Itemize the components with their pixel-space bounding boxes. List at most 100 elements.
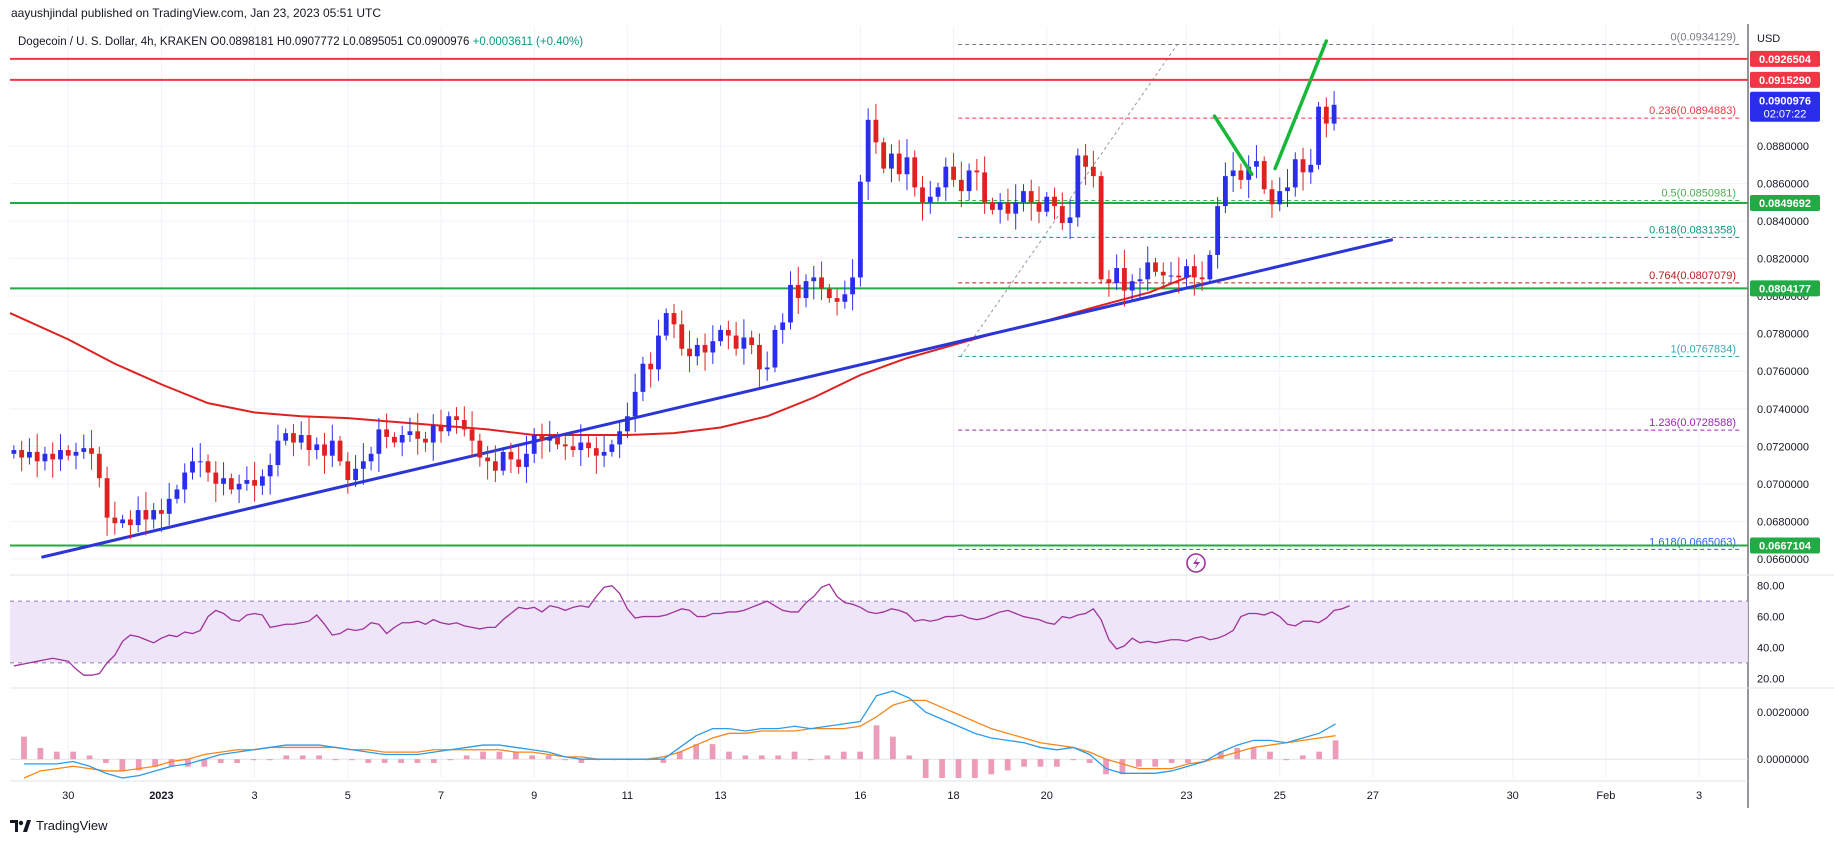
rsi-tick: 80.00 (1757, 581, 1785, 593)
candle (958, 179, 964, 192)
candle (795, 284, 801, 299)
candle (710, 341, 716, 353)
macd-histogram-bar (1250, 747, 1257, 760)
candle (640, 363, 646, 392)
macd-histogram-bar (1135, 759, 1142, 767)
candle (850, 277, 856, 295)
tradingview-logo-icon (10, 819, 31, 833)
macd-histogram-bar (349, 759, 355, 761)
price-badge-label: 0.0915290 (1759, 75, 1811, 87)
macd-histogram-bar (676, 751, 683, 760)
candle (609, 444, 615, 452)
projection-arrows[interactable] (1212, 39, 1329, 176)
candle (811, 277, 817, 282)
trendline[interactable] (41, 238, 1394, 559)
candle (989, 202, 995, 210)
candle (1323, 106, 1329, 124)
candle (1044, 196, 1050, 212)
candle (1145, 262, 1151, 280)
macd-histogram-bar (283, 755, 290, 760)
fib-level-label: 0.618(0.0831358) (1649, 224, 1736, 236)
price-badge (1750, 537, 1820, 554)
time-tick: 9 (531, 790, 537, 802)
candle (96, 453, 102, 479)
macd-histogram-bar (1168, 759, 1175, 763)
horizontal-levels[interactable] (10, 57, 1748, 547)
candle (656, 335, 661, 370)
candle (259, 476, 265, 486)
price-badge-label: 0.0804177 (1759, 283, 1811, 295)
candle (1285, 187, 1290, 192)
macd-histogram-bar (693, 744, 700, 760)
rsi-line (13, 583, 1350, 676)
symbol-legend[interactable]: Dogecoin / U. S. Dollar, 4h, KRAKEN O0.0… (18, 36, 583, 48)
candle (935, 187, 941, 197)
candle (159, 510, 164, 514)
candle (298, 435, 304, 443)
candle (485, 457, 491, 462)
projection-stroke (1212, 114, 1254, 176)
candle (601, 451, 607, 456)
macd-histogram-bar (53, 751, 60, 760)
candle (19, 450, 25, 458)
candle (826, 288, 832, 299)
event-lightning-icon[interactable] (1186, 553, 1206, 573)
macd-histogram-bar (922, 759, 929, 778)
candle (524, 453, 529, 467)
candle (120, 519, 126, 524)
candle (624, 416, 630, 432)
macd-histogram-bar (1217, 751, 1224, 760)
candle (384, 429, 390, 437)
candle (764, 367, 770, 370)
candle (772, 329, 778, 368)
candle (89, 448, 94, 454)
fib-level-label: 0.764(0.0807079) (1649, 270, 1736, 282)
candle (407, 431, 413, 436)
macd-histogram-bar (578, 759, 585, 763)
candle (283, 433, 289, 441)
candle (842, 294, 848, 302)
candlestick-series[interactable] (11, 91, 1337, 539)
macd-histogram-bar (890, 736, 896, 760)
candle (1052, 196, 1057, 207)
price-badge (1750, 194, 1820, 211)
candle (555, 436, 560, 445)
macd-histogram-bar (414, 759, 421, 763)
candle (1137, 279, 1143, 282)
price-tick: 0.0700000 (1757, 479, 1809, 491)
candle (360, 461, 366, 469)
candle (205, 461, 211, 473)
macd-histogram-bar (972, 759, 978, 778)
candle (1207, 254, 1213, 280)
macd-histogram-bar (119, 759, 126, 771)
candle (34, 451, 40, 462)
macd-histogram-bar (381, 759, 388, 763)
price-badge-countdown: 02:07:22 (1764, 109, 1807, 121)
trendline-line (41, 238, 1394, 559)
candle (127, 519, 133, 526)
candle (1153, 262, 1158, 272)
macd-histogram-bar (21, 736, 27, 760)
candle (1114, 268, 1120, 284)
candle (1308, 164, 1314, 173)
candle (663, 313, 669, 336)
fib-level-label: 0.5(0.0850981) (1661, 188, 1736, 200)
legend-change: +0.0003611 (+0.40%) (472, 36, 584, 48)
tradingview-footer[interactable]: TradingView (10, 818, 108, 833)
time-tick: 5 (345, 790, 351, 802)
macd-histogram-bar (1021, 759, 1027, 767)
time-tick: Feb (1596, 790, 1615, 802)
fibonacci-retracement[interactable]: 0(0.0934129) 0.236(0.0894883) 0.5(0.085098… (958, 32, 1740, 550)
candle (1222, 176, 1228, 207)
candle (1199, 277, 1205, 280)
time-axis[interactable]: 30 2023 3 5 7 9 11 13 16 18 20 23 25 27 30 Feb 3 (62, 790, 1702, 802)
candle (221, 478, 226, 484)
candle (392, 436, 397, 443)
price-tick: 0.0860000 (1757, 179, 1809, 191)
candle (267, 465, 273, 477)
price-tick: 0.0680000 (1757, 516, 1809, 528)
macd-histogram-bar (775, 755, 782, 760)
price-badge (1750, 91, 1820, 122)
publisher-line: aayushjindal published on TradingView.co… (11, 6, 382, 20)
